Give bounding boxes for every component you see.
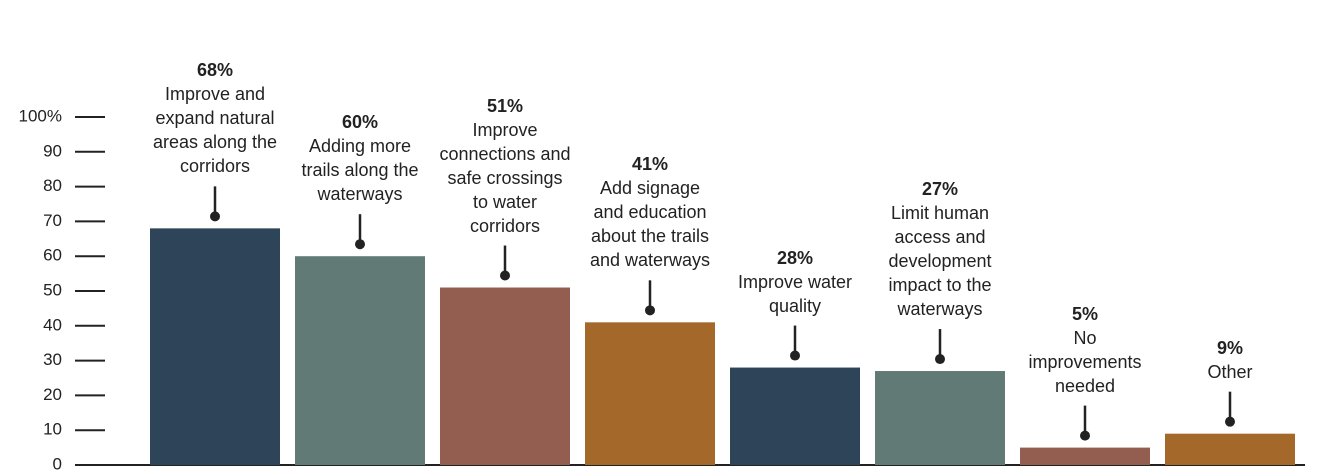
value-label: 60% xyxy=(341,112,379,133)
y-tick-label: 70 xyxy=(43,211,62,230)
data-label: 68% Improve and expand natural areas alon… xyxy=(149,58,281,178)
pin-dot xyxy=(1080,430,1090,441)
category-label: Improve water quality xyxy=(737,271,853,316)
category-label: Improve connections and safe crossings t… xyxy=(439,119,571,236)
bar xyxy=(1165,433,1295,465)
bar xyxy=(295,256,425,465)
y-tick-label: 30 xyxy=(43,350,62,369)
y-tick-label: 0 xyxy=(53,454,62,473)
value-label: 5% xyxy=(1071,303,1098,324)
value-label: 51% xyxy=(486,95,524,116)
bar xyxy=(730,367,860,465)
bar xyxy=(585,322,715,465)
bar xyxy=(150,228,280,465)
pin-dot xyxy=(645,305,655,316)
pin-dot xyxy=(210,211,220,222)
data-label: 28% Improve water quality xyxy=(729,246,861,318)
y-tick-label: 100% xyxy=(19,106,62,125)
data-label: 51% Improve connections and safe crossing… xyxy=(439,94,571,238)
category-label: No improvements needed xyxy=(1028,327,1142,396)
category-label: Other xyxy=(1207,361,1253,382)
data-label: 60% Adding more trails along the waterway… xyxy=(294,110,426,206)
category-label: Adding more trails along the waterways xyxy=(301,136,419,205)
category-label: Improve and expand natural areas along t… xyxy=(152,84,278,177)
category-label: Limit human access and development impac… xyxy=(888,203,992,320)
value-label: 68% xyxy=(196,60,234,81)
pin-dot xyxy=(790,350,800,361)
y-tick-label: 50 xyxy=(43,280,62,299)
bar xyxy=(440,287,570,465)
y-tick-label: 80 xyxy=(43,176,62,195)
value-label: 28% xyxy=(776,247,814,268)
pin-dot xyxy=(500,270,510,281)
y-tick-label: 90 xyxy=(43,141,62,160)
value-label: 9% xyxy=(1216,337,1243,358)
category-label: Add signage and education about the trai… xyxy=(589,178,711,271)
pin-dot xyxy=(935,354,945,365)
bar xyxy=(875,371,1005,465)
value-label: 41% xyxy=(631,154,669,175)
y-tick-label: 20 xyxy=(43,385,62,404)
data-label: 41% Add signage and education about the t… xyxy=(584,152,716,272)
y-tick-label: 10 xyxy=(43,420,62,439)
y-tick-label: 60 xyxy=(43,246,62,265)
y-tick-label: 40 xyxy=(43,315,62,334)
pin-dot xyxy=(355,239,365,250)
pin-dot xyxy=(1225,416,1235,427)
data-label: 5% No improvements needed xyxy=(1019,302,1151,398)
bar xyxy=(1020,447,1150,465)
data-label: 9% Other xyxy=(1164,336,1296,384)
value-label: 27% xyxy=(921,179,959,200)
data-label: 27% Limit human access and development im… xyxy=(874,177,1006,321)
